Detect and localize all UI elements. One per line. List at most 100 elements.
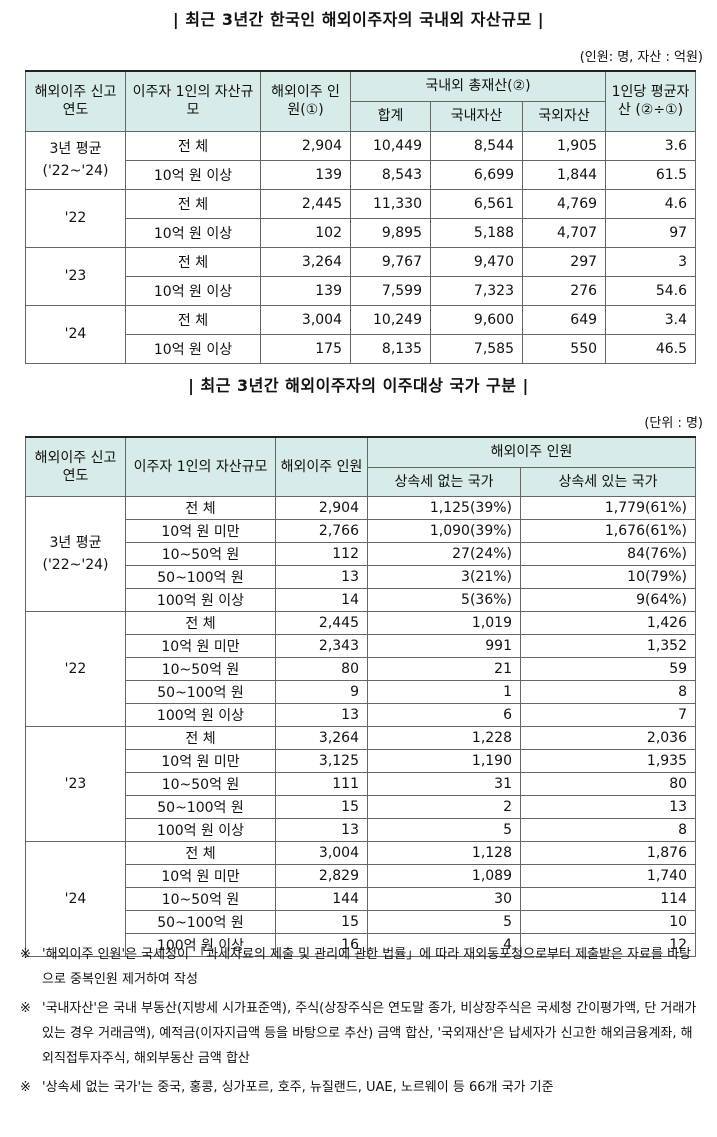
t2-header-no-tax: 상속세 없는 국가 — [367, 466, 521, 497]
t2-people-cell: 144 — [275, 886, 368, 911]
t1-people-cell: 139 — [260, 275, 351, 306]
t2-tax-cell: 1,676(61%) — [519, 518, 697, 543]
t1-people-cell: 3,264 — [260, 246, 351, 277]
t1-sum-cell: 10,249 — [350, 304, 431, 335]
footnote-mark: ※ — [20, 1080, 31, 1095]
t2-scale-cell: 10~50억 원 — [125, 886, 276, 911]
t2-scale-cell: 10억 원 미만 — [125, 863, 276, 888]
t1-foreign-cell: 4,769 — [521, 188, 607, 219]
footnote-text: '상속세 없는 국가'는 중국, 홍콩, 싱가포르, 호주, 뉴질랜드, UAE… — [42, 1080, 554, 1095]
t1-people-cell: 175 — [260, 333, 351, 364]
t2-tax-cell: 1,779(61%) — [519, 495, 697, 520]
t2-scale-cell: 50~100억 원 — [125, 679, 276, 704]
t2-people-cell: 3,004 — [275, 840, 368, 865]
t1-foreign-cell: 276 — [521, 275, 607, 306]
t2-tax-cell: 10(79%) — [519, 564, 697, 589]
table-row: 3년 평균 ('22~'24) 전 체 2,904 1,125(39%) 1,779(6… — [25, 495, 697, 612]
t1-scale-cell: 전 체 — [125, 304, 261, 335]
t2-tax-cell: 12 — [519, 932, 697, 957]
t2-scale-cell: 100억 원 이상 — [125, 817, 276, 842]
t2-people-cell: 3,125 — [275, 748, 368, 773]
table-row: 50~100억 원 13 3(21%) 10(79%) — [26, 564, 697, 589]
t2-scale-cell: 10~50억 원 — [125, 771, 276, 796]
t1-avg-cell: 3.6 — [605, 130, 697, 161]
table-row: 10억 원 미만 2,766 1,090(39%) 1,676(61%) — [26, 518, 697, 543]
t1-foreign-cell: 1,844 — [521, 159, 607, 190]
t2-tax-cell: 1,935 — [519, 748, 697, 773]
t2-header-people: 해외이주 인원 — [275, 436, 368, 497]
t2-tax-cell: 9(64%) — [519, 587, 697, 612]
table-row: 50~100억 원 15 2 13 — [26, 794, 697, 819]
t1-foreign-cell: 297 — [521, 246, 607, 277]
t2-no-tax-cell: 6 — [367, 702, 521, 727]
table-row: 10~50억 원 112 27(24%) 84(76%) — [26, 541, 697, 566]
t1-scale-cell: 10억 원 이상 — [125, 217, 261, 248]
t1-foreign-cell: 550 — [521, 333, 607, 364]
t1-header-sum: 합계 — [350, 100, 431, 132]
t1-sum-cell: 10,449 — [350, 130, 431, 161]
t1-year-cell: '22 — [25, 188, 126, 248]
t2-header-group: 해외이주 인원 — [366, 436, 697, 468]
t2-people-cell: 2,829 — [275, 863, 368, 888]
t1-scale-cell: 10억 원 이상 — [125, 333, 261, 364]
footnote-item: ※ '상속세 없는 국가'는 중국, 홍콩, 싱가포르, 호주, 뉴질랜드, UA… — [20, 1075, 700, 1100]
t2-scale-cell: 50~100억 원 — [125, 564, 276, 589]
t2-people-cell: 2,766 — [275, 518, 368, 543]
t1-sum-cell: 9,767 — [350, 246, 431, 277]
t2-no-tax-cell: 1,128 — [367, 840, 521, 865]
t2-people-cell: 14 — [275, 587, 368, 612]
t1-people-cell: 3,004 — [260, 304, 351, 335]
table-row: '24 전 체 3,004 10,249 9,600 649 3.4 — [25, 304, 697, 364]
t2-tax-cell: 1,876 — [519, 840, 697, 865]
t1-year-cell: '23 — [25, 246, 126, 306]
t2-people-cell: 15 — [275, 909, 368, 934]
table-row: '22 전 체 2,445 1,019 1,426 — [25, 610, 697, 727]
t1-scale-cell: 전 체 — [125, 188, 261, 219]
table-row: 10억 원 이상 139 8,543 6,699 1,844 61.5 — [26, 159, 697, 190]
t1-people-cell: 139 — [260, 159, 351, 190]
t2-no-tax-cell: 1 — [367, 679, 521, 704]
table-row: 10~50억 원 144 30 114 — [26, 886, 697, 911]
t1-avg-cell: 61.5 — [605, 159, 697, 190]
t2-no-tax-cell: 1,090(39%) — [367, 518, 521, 543]
t1-year-cell: 3년 평균 ('22~'24) — [25, 130, 126, 190]
t1-domestic-cell: 8,544 — [430, 130, 523, 161]
t1-scale-cell: 10억 원 이상 — [125, 275, 261, 306]
t2-no-tax-cell: 1,125(39%) — [367, 495, 521, 520]
t2-people-cell: 16 — [275, 932, 368, 957]
t2-no-tax-cell: 21 — [367, 656, 521, 681]
t2-tax-cell: 10 — [519, 909, 697, 934]
t1-header-total-assets: 국내외 총재산(②) — [349, 70, 607, 102]
t2-tax-cell: 8 — [519, 679, 697, 704]
t2-year-cell: 3년 평균 ('22~'24) — [25, 495, 126, 612]
table-row: '23 전 체 3,264 9,767 9,470 297 3 — [25, 246, 697, 306]
t1-avg-cell: 3 — [605, 246, 697, 277]
table-row: '24 전 체 3,004 1,128 1,876 — [25, 840, 697, 957]
footnotes: ※ '해외이주 인원'은 국세청이 「과세자료의 제출 및 관리에 관한 법률」에… — [20, 942, 700, 1104]
t1-foreign-cell: 649 — [521, 304, 607, 335]
table-row: 10~50억 원 80 21 59 — [26, 656, 697, 681]
t2-header-scale: 이주자 1인의 자산규모 — [125, 436, 276, 497]
t2-scale-cell: 50~100억 원 — [125, 909, 276, 934]
t2-people-cell: 112 — [275, 541, 368, 566]
t2-header-year: 해외이주 신고연도 — [25, 436, 126, 497]
t1-people-cell: 2,445 — [260, 188, 351, 219]
t2-tax-cell: 8 — [519, 817, 697, 842]
t2-scale-cell: 전 체 — [125, 840, 276, 865]
t1-domestic-cell: 5,188 — [430, 217, 523, 248]
table-row: 10~50억 원 111 31 80 — [26, 771, 697, 796]
t1-foreign-cell: 4,707 — [521, 217, 607, 248]
t2-people-cell: 13 — [275, 564, 368, 589]
t1-scale-cell: 전 체 — [125, 246, 261, 277]
t2-people-cell: 2,343 — [275, 633, 368, 658]
table-row: 10억 원 이상 139 7,599 7,323 276 54.6 — [26, 275, 697, 306]
t2-scale-cell: 전 체 — [125, 610, 276, 635]
t1-sum-cell: 9,895 — [350, 217, 431, 248]
t2-scale-cell: 10억 원 미만 — [125, 633, 276, 658]
t2-tax-cell: 114 — [519, 886, 697, 911]
t2-no-tax-cell: 5 — [367, 817, 521, 842]
t2-no-tax-cell: 2 — [367, 794, 521, 819]
t1-header-per-capita: 1인당 평균자산 (②÷①) — [605, 70, 697, 132]
